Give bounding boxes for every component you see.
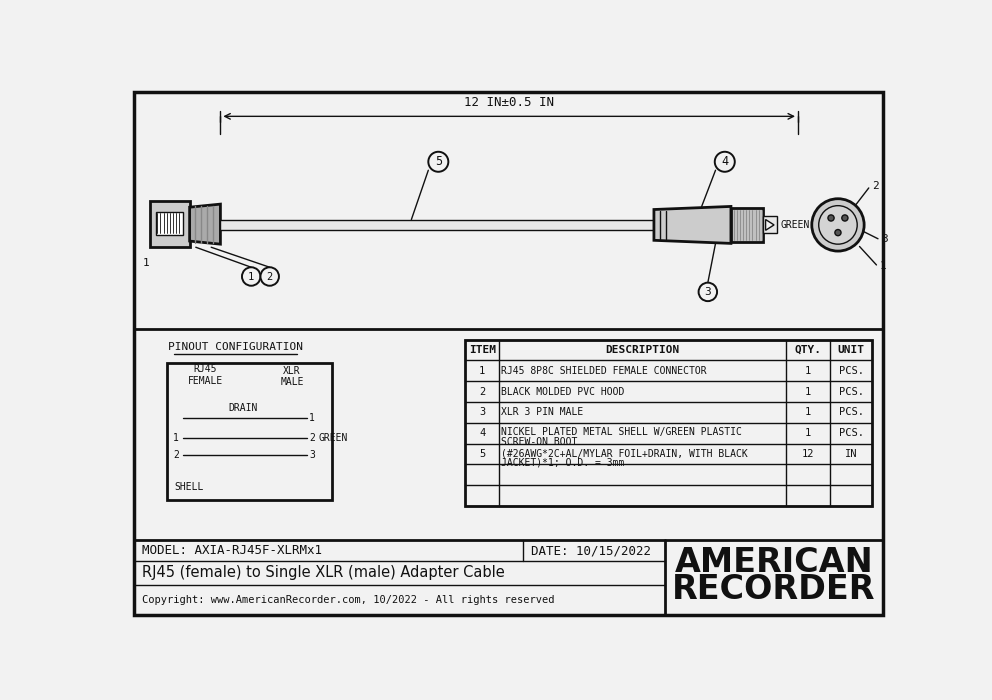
Text: 3: 3 — [704, 287, 711, 297]
Text: DESCRIPTION: DESCRIPTION — [605, 345, 680, 355]
Text: 1: 1 — [479, 366, 485, 376]
Text: 1: 1 — [309, 413, 314, 424]
Text: 1: 1 — [173, 433, 179, 443]
Text: XLR 3 PIN MALE: XLR 3 PIN MALE — [502, 407, 583, 417]
Text: JACKET)*1; O.D. = 3mm: JACKET)*1; O.D. = 3mm — [502, 458, 625, 468]
Text: PCS.: PCS. — [838, 428, 864, 438]
Text: 1: 1 — [880, 262, 886, 272]
Bar — [465, 340, 872, 506]
Circle shape — [828, 215, 834, 221]
Text: PCS.: PCS. — [838, 386, 864, 397]
Text: DRAIN: DRAIN — [229, 402, 258, 413]
Text: ITEM: ITEM — [469, 345, 496, 355]
Text: 12 IN±0.5 IN: 12 IN±0.5 IN — [464, 96, 555, 108]
Text: 1: 1 — [805, 428, 811, 438]
Text: NICKEL PLATED METAL SHELL W/GREEN PLASTIC: NICKEL PLATED METAL SHELL W/GREEN PLASTI… — [502, 428, 742, 438]
Bar — [763, 216, 777, 233]
Polygon shape — [189, 204, 220, 244]
Text: RJ45
FEMALE: RJ45 FEMALE — [187, 364, 222, 386]
Text: PINOUT CONFIGURATION: PINOUT CONFIGURATION — [169, 342, 304, 352]
Text: 2: 2 — [309, 433, 314, 443]
Text: 2: 2 — [267, 272, 273, 281]
Circle shape — [842, 215, 848, 221]
Text: BLACK MOLDED PVC HOOD: BLACK MOLDED PVC HOOD — [502, 386, 625, 397]
Text: 1: 1 — [805, 407, 811, 417]
Circle shape — [835, 230, 841, 236]
Text: 4: 4 — [479, 428, 485, 438]
Polygon shape — [766, 220, 774, 230]
Text: RECORDER: RECORDER — [673, 573, 876, 606]
Polygon shape — [654, 206, 731, 244]
Text: 1: 1 — [143, 258, 149, 267]
Bar — [220, 220, 654, 230]
Circle shape — [698, 283, 717, 301]
Text: 4: 4 — [721, 155, 728, 168]
Text: GREEN: GREEN — [318, 433, 347, 443]
Text: QTY.: QTY. — [795, 345, 821, 355]
Text: 3: 3 — [881, 234, 888, 244]
Text: DATE: 10/15/2022: DATE: 10/15/2022 — [531, 544, 651, 557]
Text: XLR
MALE: XLR MALE — [281, 366, 304, 387]
Text: 2: 2 — [479, 386, 485, 397]
Text: 2: 2 — [173, 450, 179, 460]
Text: 3: 3 — [479, 407, 485, 417]
Text: PCS.: PCS. — [838, 407, 864, 417]
Text: 1: 1 — [248, 272, 254, 281]
Text: GREEN: GREEN — [781, 220, 809, 230]
Text: 5: 5 — [434, 155, 441, 168]
Text: RJ45 8P8C SHIELDED FEMALE CONNECTOR: RJ45 8P8C SHIELDED FEMALE CONNECTOR — [502, 366, 707, 376]
Bar — [167, 363, 332, 500]
Circle shape — [429, 152, 448, 172]
Text: RJ45 (female) to Single XLR (male) Adapter Cable: RJ45 (female) to Single XLR (male) Adapt… — [142, 566, 505, 580]
Text: SHELL: SHELL — [175, 482, 203, 492]
Circle shape — [818, 206, 857, 244]
Text: 12: 12 — [802, 449, 814, 459]
Circle shape — [242, 267, 261, 286]
Circle shape — [715, 152, 735, 172]
Text: 3: 3 — [309, 450, 314, 460]
Circle shape — [811, 199, 864, 251]
Text: 5: 5 — [479, 449, 485, 459]
Circle shape — [261, 267, 279, 286]
Text: Copyright: www.AmericanRecorder.com, 10/2022 - All rights reserved: Copyright: www.AmericanRecorder.com, 10/… — [142, 595, 555, 605]
Text: 2: 2 — [872, 181, 879, 191]
Bar — [150, 201, 189, 247]
Text: PCS.: PCS. — [838, 366, 864, 376]
Text: 1: 1 — [805, 366, 811, 376]
Text: UNIT: UNIT — [837, 345, 865, 355]
Text: MODEL: AXIA-RJ45F-XLRMx1: MODEL: AXIA-RJ45F-XLRMx1 — [142, 544, 321, 557]
Text: (#26AWG*2C+AL/MYLAR FOIL+DRAIN, WITH BLACK: (#26AWG*2C+AL/MYLAR FOIL+DRAIN, WITH BLA… — [502, 448, 748, 458]
Text: SCREW-ON BOOT: SCREW-ON BOOT — [502, 437, 578, 447]
Text: AMERICAN: AMERICAN — [675, 547, 873, 580]
Bar — [731, 208, 763, 242]
Text: 1: 1 — [805, 386, 811, 397]
Text: IN: IN — [845, 449, 857, 459]
Bar — [156, 212, 183, 235]
